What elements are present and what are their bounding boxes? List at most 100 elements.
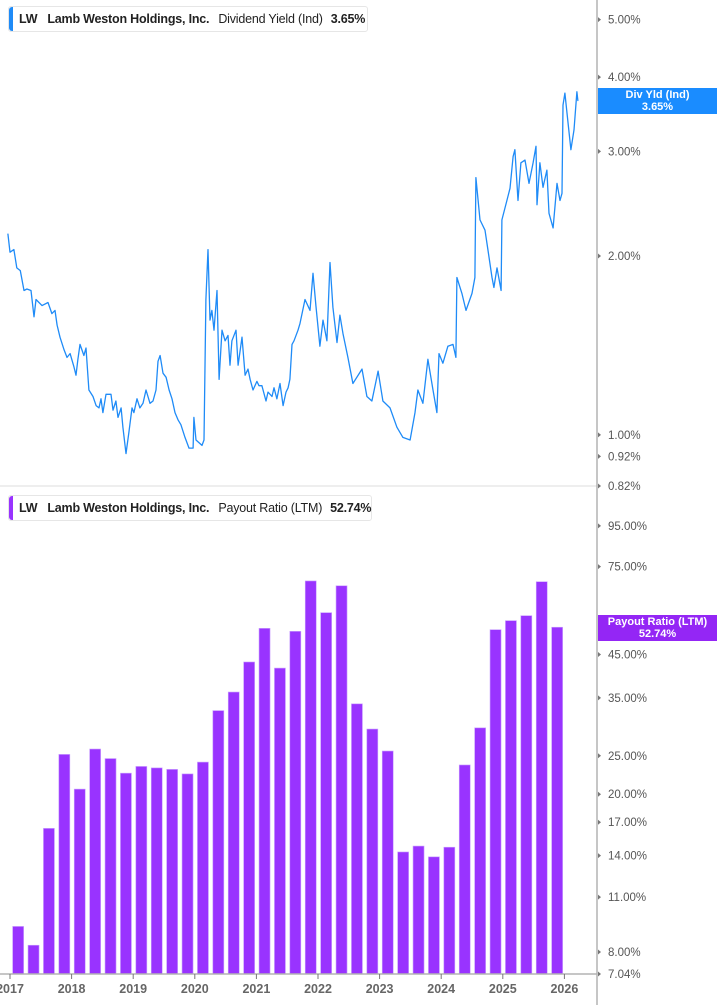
payout-ratio-bar xyxy=(166,769,178,975)
yield-data-point xyxy=(162,372,164,374)
y-tick-label: 20.00% xyxy=(608,789,647,801)
yield-data-point xyxy=(117,416,119,418)
yield-data-point xyxy=(528,182,530,184)
y-tick-label: 17.00% xyxy=(608,817,647,829)
y-tick-mark xyxy=(598,949,601,955)
yield-data-point xyxy=(56,324,58,326)
yield-data-point xyxy=(535,145,537,147)
payout-ratio-bar xyxy=(520,615,533,975)
yield-data-point xyxy=(23,290,25,291)
yield-data-point xyxy=(73,366,75,368)
payout-ratio-bar xyxy=(397,851,409,975)
yield-data-point xyxy=(417,389,419,391)
dividend-yield-legend[interactable]: LW Lamb Weston Holdings, Inc. Dividend Y… xyxy=(8,6,368,32)
payout-ratio-bar xyxy=(73,788,86,975)
yield-data-point xyxy=(524,159,526,161)
payout-ratio-bar xyxy=(27,944,40,975)
yield-data-point xyxy=(192,447,194,449)
yield-data-point xyxy=(100,398,102,400)
y-tick-mark xyxy=(598,453,601,459)
yield-data-point xyxy=(461,293,463,294)
payout-ratio-bar xyxy=(181,773,194,975)
yield-data-point xyxy=(41,305,43,307)
yield-data-point xyxy=(88,389,90,391)
yield-data-point xyxy=(120,407,122,409)
yield-data-point xyxy=(465,309,467,311)
yield-data-point xyxy=(339,314,341,316)
y-tick-mark xyxy=(598,853,601,859)
yield-data-point xyxy=(532,162,534,164)
y-tick-label: 2.00% xyxy=(608,251,641,263)
yield-data-point xyxy=(279,383,281,384)
yield-data-point xyxy=(352,383,354,384)
yield-data-point xyxy=(128,431,130,433)
yield-data-point xyxy=(159,355,161,356)
yield-data-point xyxy=(63,349,65,351)
yield-data-point xyxy=(536,204,538,206)
legend-value: 3.65% xyxy=(330,12,366,26)
yield-data-point xyxy=(54,309,56,311)
yield-data-point xyxy=(168,389,170,391)
payout-ratio-bar xyxy=(243,661,255,975)
yield-data-point xyxy=(556,182,558,184)
yield-data-point xyxy=(237,364,239,366)
yield-data-point xyxy=(509,187,511,189)
yield-data-point xyxy=(442,362,444,364)
y-tick-label: 3.00% xyxy=(608,146,641,158)
yield-data-point xyxy=(115,400,117,402)
yield-data-point xyxy=(271,396,273,397)
y-tick-label: 0.92% xyxy=(608,451,641,463)
yield-data-point xyxy=(229,364,231,366)
yield-data-point xyxy=(291,343,293,345)
yield-data-point xyxy=(539,162,541,164)
yield-data-point xyxy=(7,233,9,235)
x-axis: 2017 2018 2019 2020 2021 2022 2023 2024 2025 2026 xyxy=(0,0,598,1005)
series-color-swatch xyxy=(9,496,13,520)
yield-data-point xyxy=(276,398,278,400)
yield-data-point xyxy=(209,319,211,321)
yield-data-point xyxy=(201,444,203,446)
x-tick-label: 2017 xyxy=(0,982,24,996)
dividend-yield-last-value-tag: Div Yld (Ind) 3.65% xyxy=(598,88,717,114)
series-color-swatch xyxy=(9,7,13,31)
yield-data-point xyxy=(35,299,37,300)
yield-data-point xyxy=(193,416,195,418)
payout-ratio-bar xyxy=(135,766,148,975)
yield-data-point xyxy=(265,400,267,402)
payout-ratio-legend[interactable]: LW Lamb Weston Holdings, Inc. Payout Rat… xyxy=(8,495,372,521)
y-tick-mark xyxy=(598,74,601,80)
yield-data-point xyxy=(75,374,77,376)
payout-ratio-bar xyxy=(89,748,101,975)
y-tick-label: 45.00% xyxy=(608,650,647,662)
yield-data-point xyxy=(79,343,81,345)
yield-data-point xyxy=(332,306,334,308)
yield-data-point xyxy=(195,439,197,441)
yield-data-point xyxy=(157,360,159,362)
payout-ratio-bar xyxy=(443,846,456,975)
yield-data-point xyxy=(517,200,519,201)
yield-data-point xyxy=(30,290,32,291)
yield-data-point xyxy=(92,396,94,397)
yield-data-point xyxy=(514,149,516,151)
yield-data-point xyxy=(402,437,404,438)
yield-data-point xyxy=(487,249,489,251)
yield-data-point xyxy=(131,407,133,409)
yield-data-point xyxy=(389,407,391,409)
yield-data-point xyxy=(252,389,254,391)
yield-data-point xyxy=(382,400,384,402)
tag-label: Payout Ratio (LTM) xyxy=(607,616,708,628)
yield-data-point xyxy=(258,385,260,387)
yield-data-point xyxy=(165,376,167,378)
yield-data-point xyxy=(564,92,566,94)
yield-data-point xyxy=(19,270,21,271)
yield-data-point xyxy=(427,358,429,360)
y-tick-label: 5.00% xyxy=(608,15,641,27)
payout-ratio-bar xyxy=(274,667,286,975)
yield-data-point xyxy=(414,412,416,413)
y-tick-mark xyxy=(598,148,601,154)
yield-data-point xyxy=(471,293,473,294)
yield-data-point xyxy=(474,277,476,278)
yield-data-point xyxy=(479,219,481,221)
legend-ticker: LW xyxy=(19,12,38,26)
payout-ratio-bar xyxy=(197,761,209,975)
